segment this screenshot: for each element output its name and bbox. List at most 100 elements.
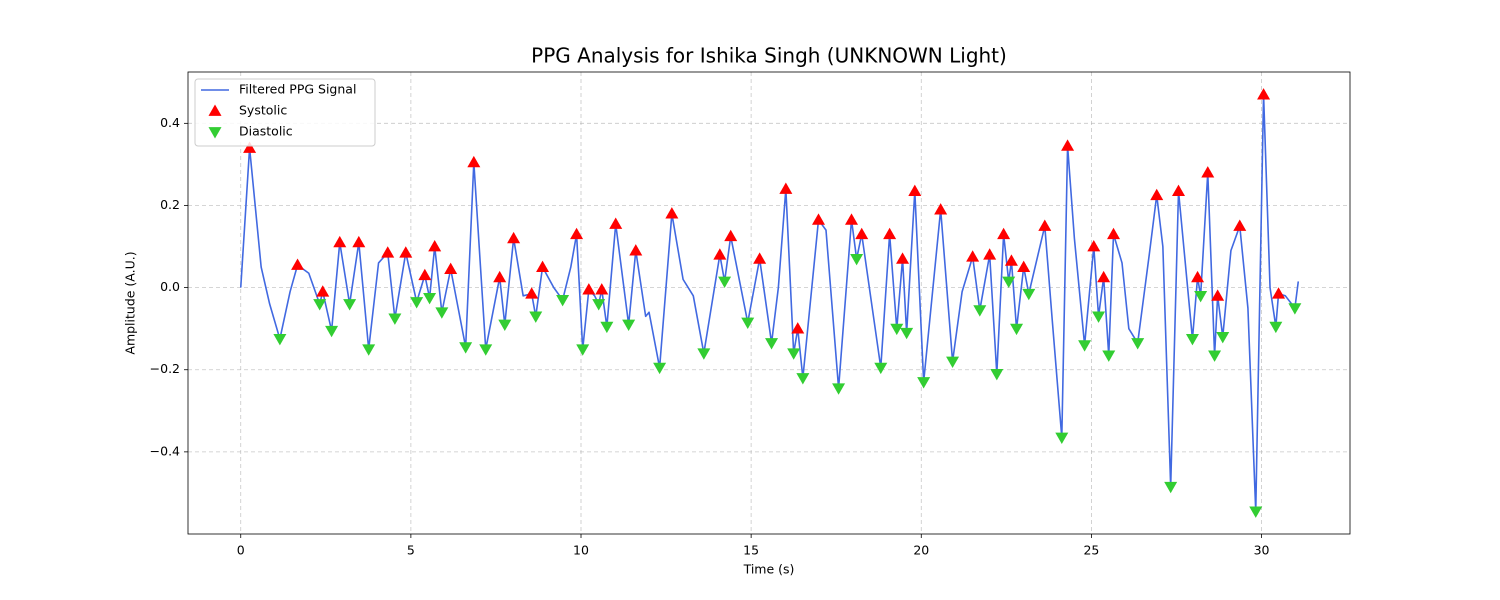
- y-tick-label: −0.2: [150, 361, 180, 376]
- peak-marker: [832, 383, 846, 395]
- peak-marker: [966, 250, 980, 262]
- peak-marker: [1004, 254, 1018, 266]
- x-tick-label: 10: [573, 543, 589, 558]
- peak-marker: [1097, 270, 1111, 283]
- peak-marker: [653, 362, 667, 375]
- legend-label: Systolic: [239, 103, 287, 118]
- x-tick-label: 25: [1083, 543, 1099, 558]
- peak-marker: [595, 283, 609, 295]
- peak-marker: [1257, 88, 1271, 100]
- peak-marker: [291, 258, 305, 270]
- y-tick-label: 0.2: [160, 197, 180, 212]
- peak-marker: [273, 334, 287, 346]
- peak-marker: [883, 227, 897, 240]
- peak-marker: [1249, 506, 1263, 518]
- peak-marker: [983, 248, 997, 260]
- legend-marker: [208, 104, 222, 116]
- peak-marker: [428, 240, 442, 252]
- peak-marker: [536, 260, 550, 272]
- peak-marker: [753, 252, 767, 264]
- peak-marker: [900, 327, 914, 340]
- peak-marker: [381, 246, 395, 258]
- peak-marker: [946, 356, 960, 369]
- peak-marker: [316, 285, 330, 297]
- peak-marker: [896, 252, 910, 264]
- peak-marker: [362, 344, 376, 356]
- peak-marker: [796, 373, 810, 385]
- peak-marker: [718, 276, 732, 288]
- peak-marker: [576, 344, 590, 356]
- peak-marker: [697, 348, 711, 360]
- peak-marker: [741, 317, 755, 330]
- x-tick-label: 15: [743, 543, 759, 558]
- peak-marker: [812, 213, 826, 225]
- y-tick-label: 0.4: [160, 115, 180, 130]
- peak-marker: [582, 283, 596, 295]
- peak-marker: [1194, 290, 1208, 303]
- peak-marker: [467, 155, 481, 168]
- peak-marker: [1191, 270, 1205, 283]
- peak-marker: [399, 246, 413, 258]
- peak-marker: [1216, 332, 1230, 344]
- peak-marker: [973, 305, 987, 317]
- peak-marker: [890, 323, 904, 336]
- peak-marker: [917, 377, 931, 389]
- peak-marker: [423, 292, 437, 305]
- peak-marker: [908, 184, 922, 196]
- peak-marker: [529, 311, 543, 323]
- peak-marker: [479, 344, 493, 356]
- peak-marker: [435, 307, 449, 319]
- peak-marker: [1211, 289, 1225, 301]
- peak-marker: [791, 322, 805, 334]
- peak-marker: [1269, 321, 1283, 334]
- x-tick-label: 30: [1254, 543, 1270, 558]
- x-axis-label: Time (s): [743, 562, 795, 577]
- x-tick-label: 20: [913, 543, 929, 558]
- y-axis-label: Amplitude (A.U.): [123, 251, 138, 354]
- peak-marker: [1172, 184, 1186, 196]
- peak-marker: [997, 227, 1011, 240]
- peak-marker: [352, 235, 366, 248]
- x-tick-label: 5: [407, 543, 415, 558]
- peak-marker: [1002, 276, 1016, 288]
- signal-line: [239, 93, 1300, 513]
- peak-marker: [459, 342, 473, 354]
- peak-marker: [418, 268, 432, 281]
- peak-marker: [243, 141, 257, 153]
- peak-marker: [609, 217, 623, 229]
- peak-marker: [1022, 288, 1036, 301]
- peak-marker: [1087, 240, 1101, 252]
- peak-marker: [990, 368, 1004, 381]
- peak-marker: [629, 244, 643, 256]
- peak-marker: [600, 321, 614, 334]
- peak-marker: [765, 338, 779, 350]
- legend-marker: [208, 127, 222, 139]
- peak-marker: [1164, 481, 1178, 494]
- peak-marker: [343, 299, 357, 311]
- peak-marker: [570, 227, 584, 240]
- peak-marker: [724, 229, 738, 242]
- peak-marker: [556, 295, 570, 307]
- peak-marker: [525, 287, 539, 299]
- peak-marker: [1078, 340, 1092, 352]
- peak-marker: [313, 299, 327, 311]
- peak-marker: [410, 297, 424, 309]
- legend-label: Filtered PPG Signal: [239, 82, 356, 97]
- peak-marker: [592, 299, 606, 311]
- peak-marker: [498, 319, 512, 332]
- peak-marker: [874, 362, 888, 375]
- y-tick-label: 0.0: [160, 279, 180, 294]
- peak-marker: [493, 270, 507, 283]
- peak-marker: [1038, 219, 1052, 231]
- peak-marker: [1131, 338, 1145, 350]
- legend-label: Diastolic: [239, 124, 293, 139]
- peak-marker: [333, 235, 347, 248]
- peak-marker: [850, 253, 864, 266]
- peak-marker: [855, 227, 869, 240]
- peak-marker: [507, 231, 521, 244]
- peak-marker: [1288, 303, 1302, 315]
- plot-frame: [187, 71, 1351, 535]
- peak-marker: [934, 203, 948, 215]
- legend-box: [194, 78, 376, 147]
